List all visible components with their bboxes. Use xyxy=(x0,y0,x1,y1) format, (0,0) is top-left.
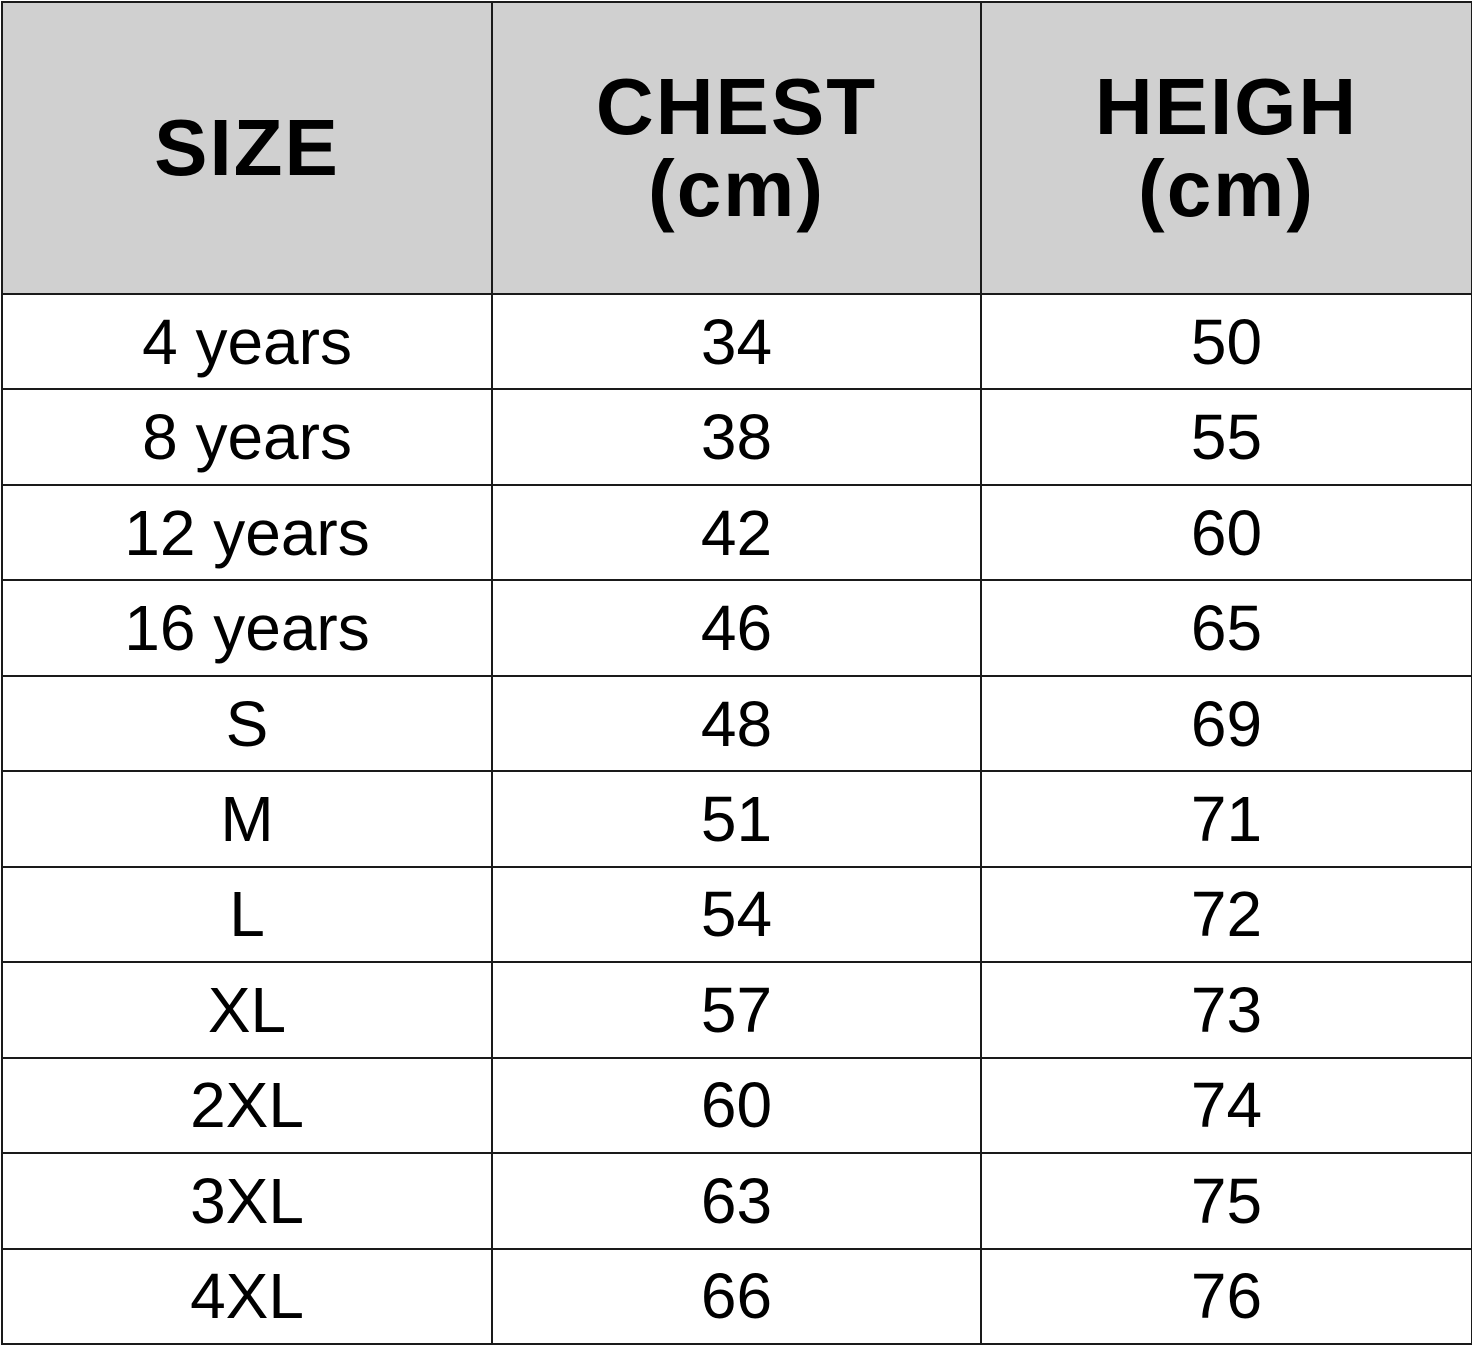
cell-chest: 48 xyxy=(491,674,982,773)
cell-size: 3XL xyxy=(1,1152,493,1250)
cell-height: 72 xyxy=(980,865,1472,964)
cell-height: 71 xyxy=(980,770,1472,868)
cell-chest: 46 xyxy=(491,579,982,677)
cell-height: 73 xyxy=(980,961,1472,1059)
cell-height: 55 xyxy=(980,388,1472,486)
cell-chest: 51 xyxy=(491,770,982,868)
cell-height: 50 xyxy=(980,292,1472,391)
cell-size: 8 years xyxy=(1,388,493,486)
cell-size: 2XL xyxy=(1,1056,493,1155)
table-row: 4 years 34 50 xyxy=(1,292,1472,391)
cell-size: 12 years xyxy=(1,483,493,582)
cell-size: S xyxy=(1,674,493,773)
cell-chest: 54 xyxy=(491,865,982,964)
cell-size: 4XL xyxy=(1,1247,493,1346)
cell-height: 65 xyxy=(980,579,1472,677)
cell-chest: 63 xyxy=(491,1152,982,1250)
header-chest-label: CHEST xyxy=(595,62,878,151)
cell-height: 60 xyxy=(980,483,1472,582)
header-size-label: SIZE xyxy=(154,103,340,192)
header-row: SIZE CHEST (cm) HEIGH (cm) xyxy=(1,1,1472,295)
table-row: S 48 69 xyxy=(1,674,1472,773)
header-size: SIZE xyxy=(1,1,493,295)
cell-chest: 60 xyxy=(491,1056,982,1155)
header-chest-unit: (cm) xyxy=(648,144,825,233)
header-height-label: HEIGH xyxy=(1094,62,1359,151)
cell-height: 76 xyxy=(980,1247,1472,1346)
header-chest: CHEST (cm) xyxy=(491,1,982,295)
table-row: 4XL 66 76 xyxy=(1,1247,1472,1346)
table-row: 12 years 42 60 xyxy=(1,483,1472,582)
cell-size: 4 years xyxy=(1,292,493,391)
cell-chest: 38 xyxy=(491,388,982,486)
cell-size: 16 years xyxy=(1,579,493,677)
cell-size: M xyxy=(1,770,493,868)
cell-size: XL xyxy=(1,961,493,1059)
table-row: 16 years 46 65 xyxy=(1,579,1472,677)
table-row: 3XL 63 75 xyxy=(1,1152,1472,1250)
header-height-unit: (cm) xyxy=(1138,144,1315,233)
table-row: M 51 71 xyxy=(1,770,1472,868)
table-row: XL 57 73 xyxy=(1,961,1472,1059)
cell-height: 69 xyxy=(980,674,1472,773)
cell-chest: 34 xyxy=(491,292,982,391)
cell-chest: 57 xyxy=(491,961,982,1059)
table-row: 2XL 60 74 xyxy=(1,1056,1472,1155)
cell-size: L xyxy=(1,865,493,964)
cell-height: 75 xyxy=(980,1152,1472,1250)
header-height: HEIGH (cm) xyxy=(980,1,1472,295)
cell-chest: 66 xyxy=(491,1247,982,1346)
cell-height: 74 xyxy=(980,1056,1472,1155)
cell-chest: 42 xyxy=(491,483,982,582)
table-row: 8 years 38 55 xyxy=(1,388,1472,486)
table-row: L 54 72 xyxy=(1,865,1472,964)
